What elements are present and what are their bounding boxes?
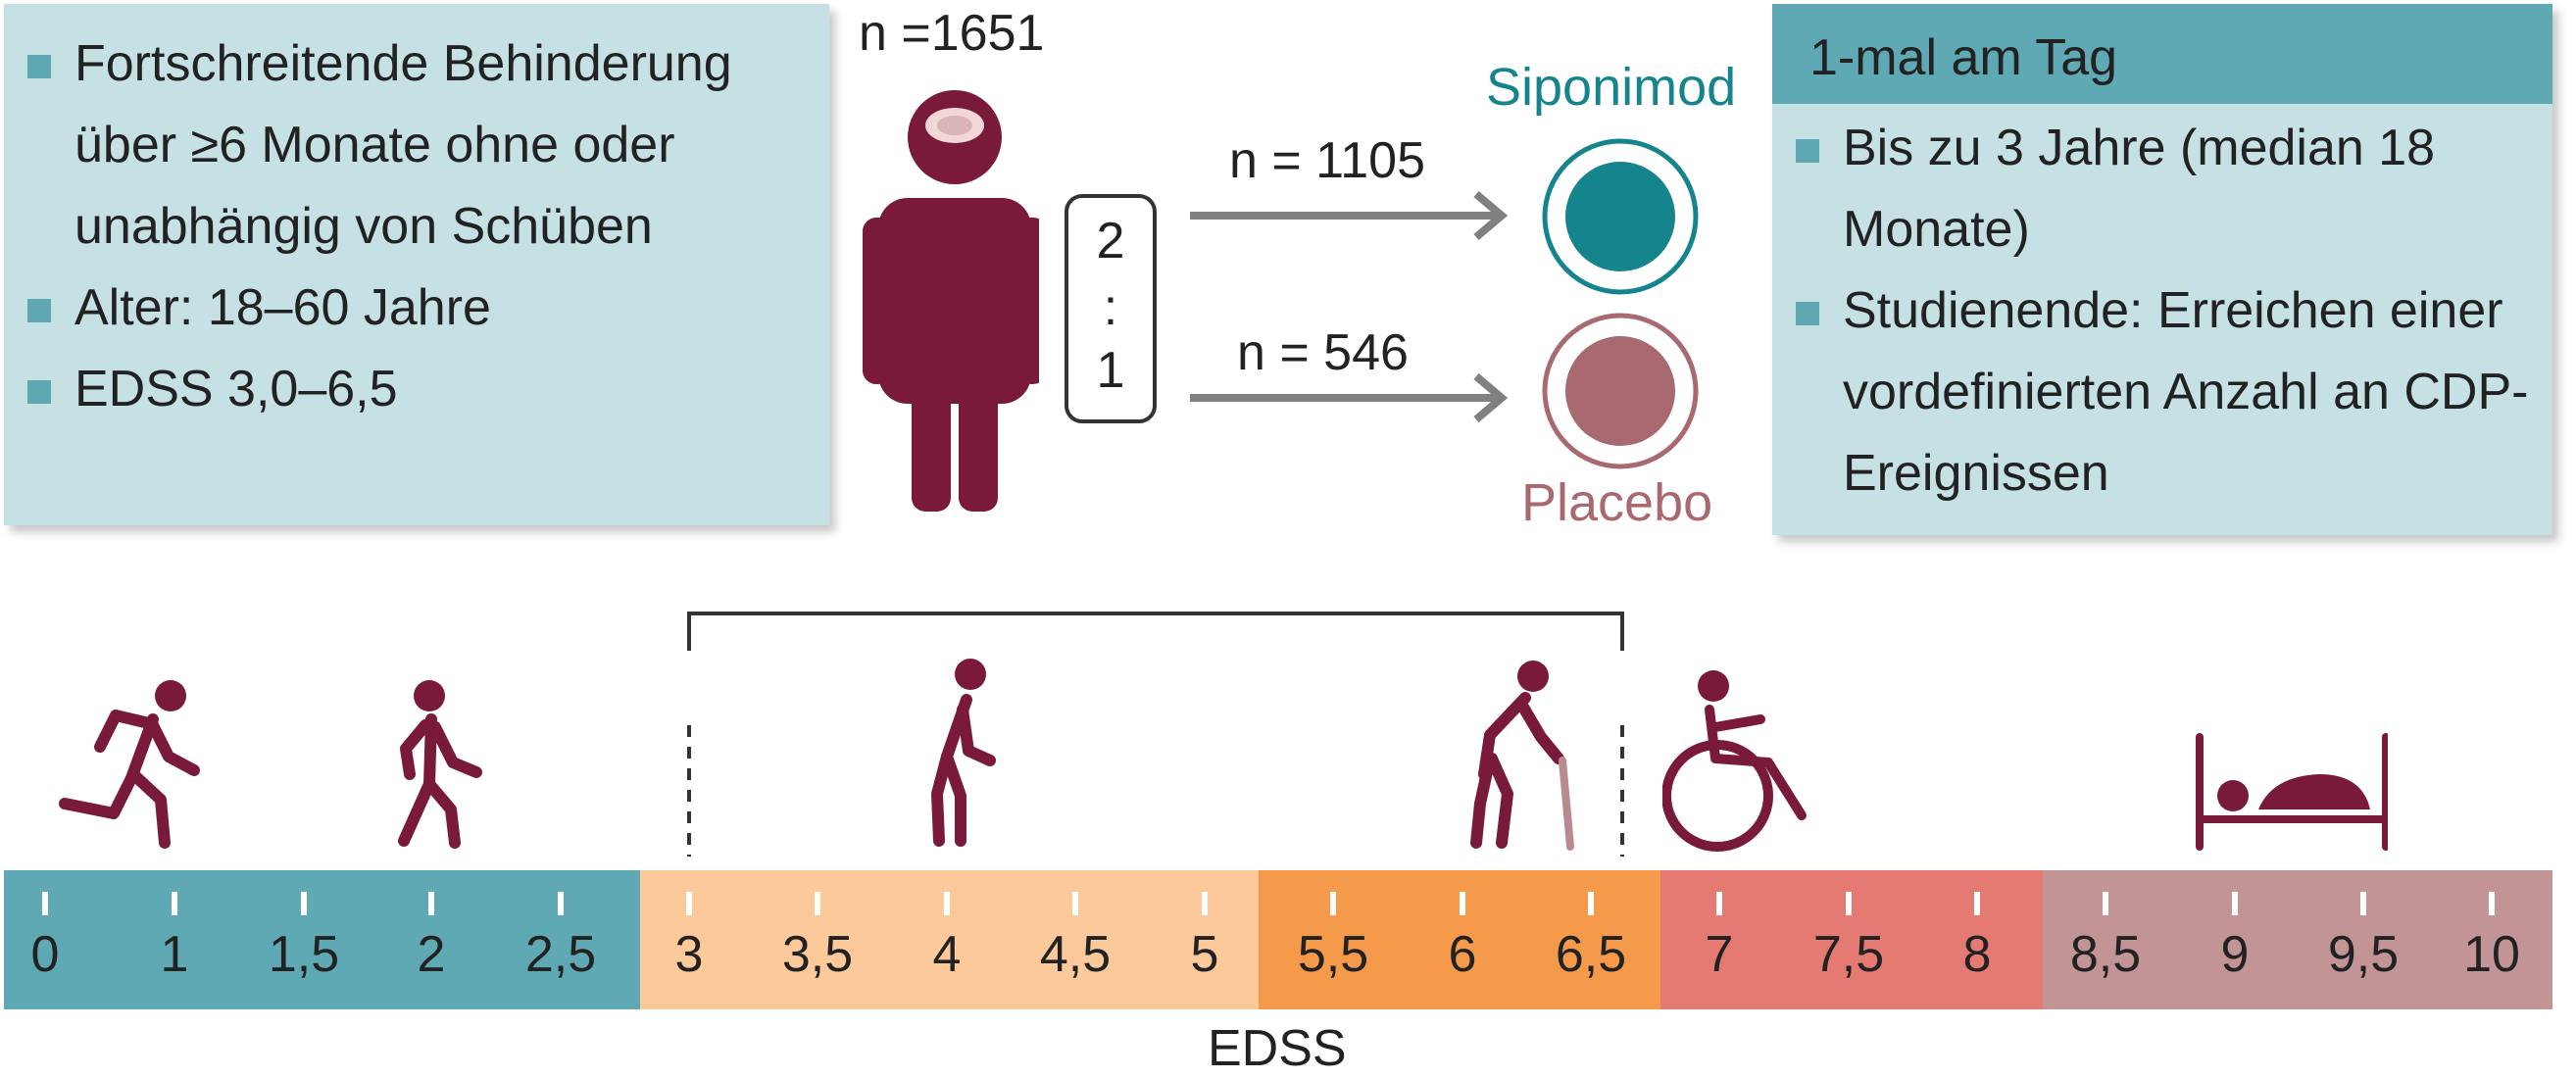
siponimod-arm-n: n = 1105 [1229, 132, 1426, 189]
randomization-ratio-box: 2 : 1 [1065, 194, 1157, 423]
wheelchair-user-icon [1662, 670, 1807, 852]
placebo-label: Placebo [1521, 473, 1713, 532]
edss-tick-mark [1716, 892, 1722, 915]
stooped-walking-person-icon [931, 659, 996, 847]
edss-tick-label: 9 [2220, 926, 2250, 983]
edss-segment-mild [4, 870, 640, 1009]
edss-tick-mark [1072, 892, 1078, 915]
bedridden-person-icon [2196, 733, 2388, 851]
edss-tick-mark [2232, 892, 2238, 915]
edss-tick-mark [2103, 892, 2108, 915]
edss-tick-label: 3 [674, 926, 704, 983]
arrow-right-icon [1190, 190, 1509, 241]
bullet-square-icon [1796, 302, 1819, 325]
edss-tick-label: 0 [30, 926, 60, 983]
edss-tick-label: 2,5 [524, 926, 597, 983]
edss-tick-mark [558, 892, 564, 915]
edss-tick-label: 5,5 [1297, 926, 1369, 983]
edss-tick-label: 1 [160, 926, 189, 983]
edss-tick-mark [1846, 892, 1852, 915]
edss-tick-layer: 0 1 1,5 2 2,5 3 3,5 4 4,5 5 5,5 6 6,5 7 7,5 8 8,5 9 9,5 10 [0, 870, 2576, 1009]
edss-tick-label: 6,5 [1555, 926, 1627, 983]
edss-tick-label: 8,5 [2069, 926, 2142, 983]
edss-tick-mark [1588, 892, 1594, 915]
edss-tick-mark [1974, 892, 1980, 915]
edss-tick-label: 8 [1962, 926, 1992, 983]
edss-tick-mark [2360, 892, 2366, 915]
bullet-square-icon [27, 299, 51, 322]
edss-tick-label: 6 [1448, 926, 1477, 983]
edss-tick-label: 1,5 [268, 926, 340, 983]
edss-tick-label: 2 [417, 926, 446, 983]
inclusion-criteria-box: Fortschreitende Behinderung über ≥6 Mona… [4, 4, 829, 525]
edss-segment-bedbound [2043, 870, 2552, 1009]
edss-tick-label: 3,5 [781, 926, 854, 983]
edss-tick-mark [172, 892, 177, 915]
edss-tick-label: 7,5 [1812, 926, 1885, 983]
edss-tick-mark [428, 892, 434, 915]
criteria-item: Fortschreitende Behinderung über ≥6 Mona… [4, 24, 829, 268]
bullet-square-icon [27, 380, 51, 404]
edss-tick-mark [301, 892, 307, 915]
bullet-square-icon [27, 55, 51, 78]
edss-tick-label: 9,5 [2327, 926, 2400, 983]
inclusion-range-bracket [687, 612, 1624, 857]
edss-tick-mark [2489, 892, 2495, 915]
treatment-box-header: 1-mal am Tag [1772, 4, 2552, 104]
walking-person-icon [398, 680, 482, 849]
patient-figure-icon [863, 90, 1039, 512]
arrow-right-icon [1190, 372, 1509, 423]
siponimod-label: Siponimod [1486, 58, 1737, 117]
edss-tick-mark [815, 892, 820, 915]
criteria-item: Alter: 18–60 Jahre [4, 268, 829, 349]
edss-tick-label: 4 [932, 926, 962, 983]
bullet-square-icon [1796, 139, 1819, 163]
edss-tick-mark [1460, 892, 1465, 915]
siponimod-circle-icon [1542, 138, 1699, 295]
edss-tick-mark [1202, 892, 1208, 915]
person-with-cane-icon [1470, 661, 1574, 851]
total-n-label: n =1651 [859, 5, 1045, 62]
placebo-arm-n: n = 546 [1237, 324, 1409, 381]
edss-tick-label: 5 [1190, 926, 1219, 983]
treatment-box: 1-mal am Tag Bis zu 3 Jahre (median 18 M… [1772, 4, 2552, 535]
criteria-item: EDSS 3,0–6,5 [4, 349, 829, 430]
edss-tick-mark [42, 892, 48, 915]
treatment-item: Bis zu 3 Jahre (median 18 Monate) [1772, 108, 2552, 270]
edss-tick-mark [1330, 892, 1336, 915]
treatment-item: Studienende: Erreichen einer vordefinier… [1772, 270, 2552, 514]
edss-axis-label: EDSS [1208, 1020, 1347, 1077]
placebo-circle-icon [1542, 313, 1699, 469]
edss-tick-mark [944, 892, 950, 915]
edss-tick-mark [686, 892, 692, 915]
edss-tick-label: 4,5 [1039, 926, 1112, 983]
running-person-icon [59, 680, 200, 849]
edss-tick-label: 7 [1705, 926, 1734, 983]
edss-tick-label: 10 [2463, 926, 2520, 983]
